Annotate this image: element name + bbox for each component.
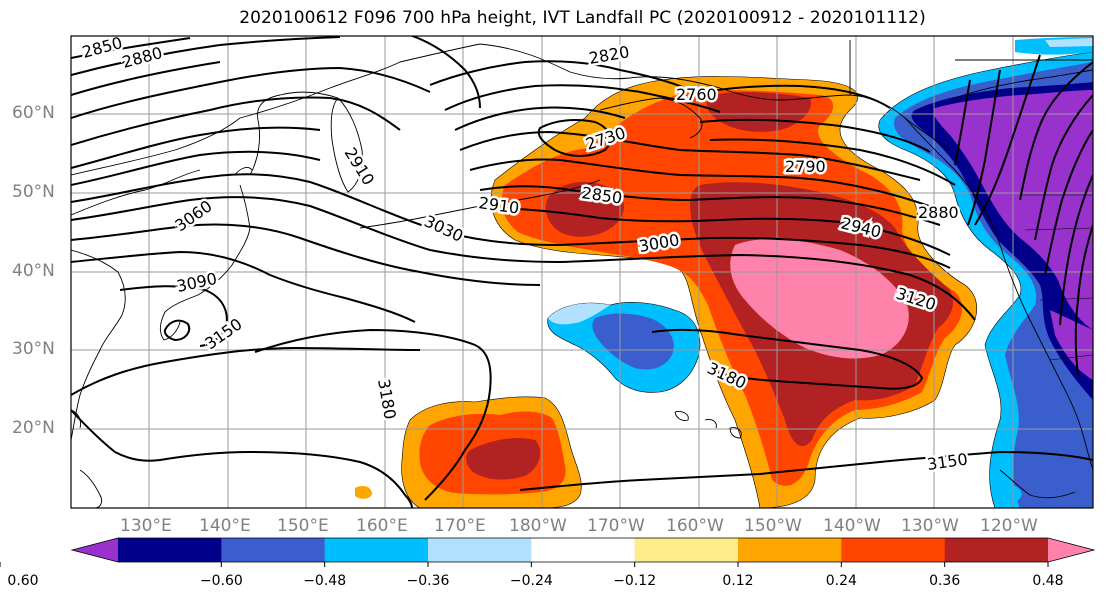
lon-label-140w: 140°W [823,516,881,536]
ivt-max-region [730,238,909,359]
lat-label-50n: 50°N [12,182,55,202]
lon-label-160e: 160°E [356,516,408,536]
colorbar-box [944,538,1049,562]
lon-label-180w: 180°W [509,516,567,536]
colorbar-tick-label: 0.12 [722,573,754,589]
map-title: 2020100612 F096 700 hPa height, IVT Land… [239,8,926,28]
colorbar-box [118,538,222,562]
lon-label-170e: 170°E [434,516,486,536]
colorbar-box [738,538,842,562]
lat-label-40n: 40°N [12,261,55,281]
lat-label-30n: 30°N [12,339,55,359]
height-contours [71,36,1093,508]
map-panel: 2850 2880 2820 2760 2730 2910 2850 2790 … [71,36,1093,508]
lon-label-150w: 150°W [744,516,802,536]
colorbar [0,537,1096,567]
map-frame [70,35,1094,509]
colorbar-tick-label: 0.36 [929,573,961,589]
lon-label-130w: 130°W [901,516,959,536]
colorbar-tick-label: −0.36 [406,573,450,589]
lon-label-140e: 140°E [199,516,251,536]
lat-label-20n: 20°N [12,418,55,438]
colorbar-box [221,538,326,562]
colorbar-tick-label: 0.24 [825,573,857,589]
colorbar-tick-label: 0.48 [1032,573,1064,589]
colorbar-tick-label: −0.48 [303,573,347,589]
colorbar-extend-min [72,538,118,562]
contour-label: 2790 [785,157,826,176]
colorbar-tick-label: 0.60 [7,573,39,589]
colorbar-tick-label: −0.24 [509,573,553,589]
lon-label-130e: 130°E [120,516,172,536]
coastlines [71,40,1093,508]
contour-label: 2880 [918,203,959,222]
lon-label-150e: 150°E [277,516,329,536]
colorbar-box [428,538,532,562]
colorbar-box [841,538,946,562]
colorbar-box [324,538,429,562]
lon-label-160w: 160°W [666,516,724,536]
colorbar-extend-max [1048,538,1094,562]
colorbar-box [531,538,636,562]
lon-label-120w: 120°W [980,516,1038,536]
lon-label-170w: 170°W [587,516,645,536]
colorbar-box [634,538,739,562]
lat-label-60n: 60°N [12,103,55,123]
contour-label: 2760 [676,85,717,104]
colorbar-tick-label: −0.12 [613,573,657,589]
colorbar-tick-label: −0.60 [199,573,243,589]
graticule [71,36,1093,508]
